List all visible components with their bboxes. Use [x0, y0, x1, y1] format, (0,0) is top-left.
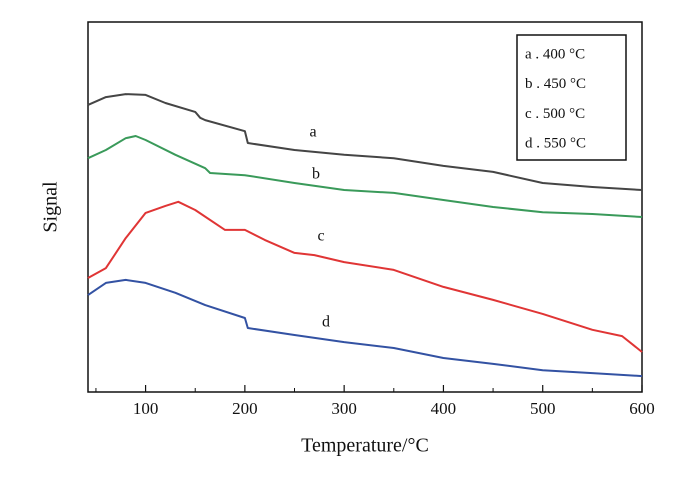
series-annotation: b: [312, 166, 320, 183]
data-line: [87, 93, 643, 191]
x-tick-label: 600: [629, 399, 655, 418]
data-line: [87, 200, 643, 353]
x-tick-label: 200: [232, 399, 258, 418]
series-annotation: c: [317, 228, 324, 245]
legend-label: c . 500 °C: [525, 106, 585, 122]
y-axis-label: Signal: [40, 181, 62, 233]
legend-box: [516, 34, 627, 161]
legend-label: d . 550 °C: [525, 136, 586, 152]
series-annotation: d: [322, 314, 330, 331]
x-tick-label: 500: [530, 399, 556, 418]
legend-label: b . 450 °C: [525, 76, 586, 92]
x-tick-label: 400: [431, 399, 457, 418]
data-line: [87, 135, 643, 218]
series-annotation: a: [309, 124, 316, 141]
legend-label: a . 400 °C: [525, 46, 585, 62]
x-tick-label: 300: [331, 399, 357, 418]
data-line: [87, 278, 643, 378]
x-tick-label: 100: [133, 399, 159, 418]
plot-frame: [87, 21, 643, 393]
x-axis-label: Temperature/°C: [301, 435, 429, 457]
